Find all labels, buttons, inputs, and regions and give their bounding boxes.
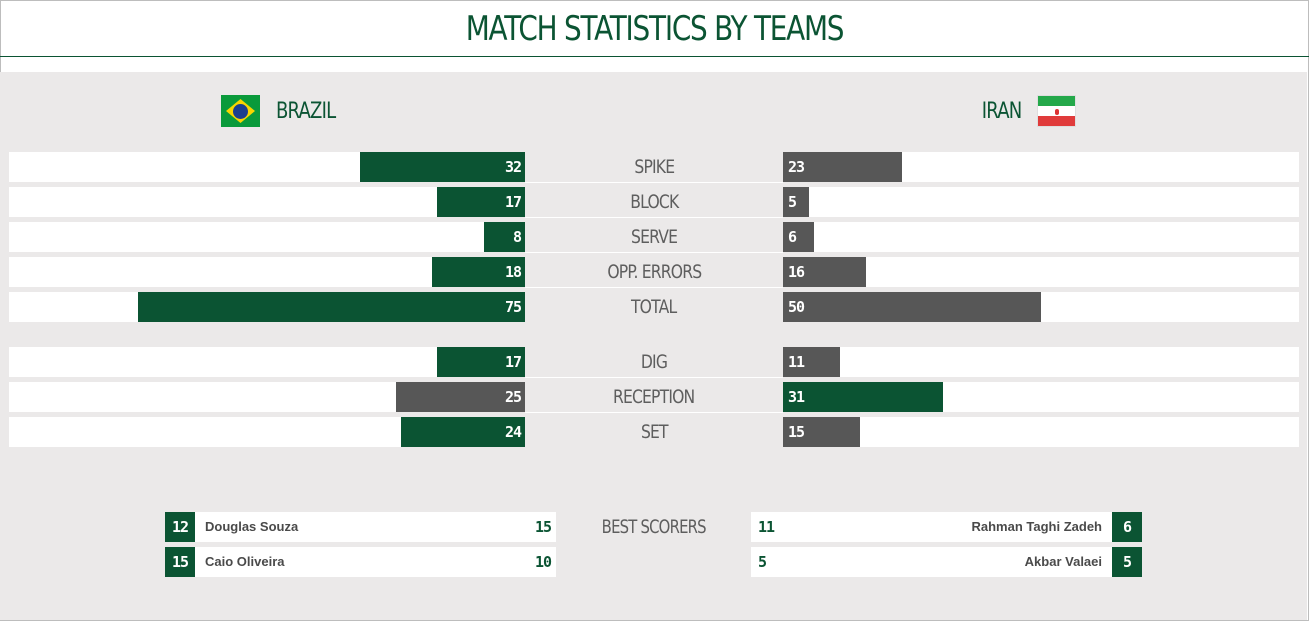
team-name-left: BRAZIL — [276, 98, 336, 124]
stat-label: OPP. ERRORS — [525, 257, 783, 287]
stat-row: 8 SERVE 6 — [0, 222, 1309, 253]
stat-track-left: 75 — [9, 292, 525, 322]
stat-label: RECEPTION — [525, 382, 783, 412]
stat-track-right: 50 — [783, 292, 1299, 322]
jersey-number: 6 — [1112, 512, 1142, 542]
stat-track-left: 32 — [9, 152, 525, 182]
stat-bar-right: 16 — [783, 257, 866, 287]
player-points: 11 — [758, 518, 775, 536]
brazil-flag-icon — [221, 95, 260, 127]
scorer-card — [751, 512, 1112, 542]
player-points: 5 — [758, 553, 767, 571]
scorer-left-1: 12 Douglas Souza 15 — [165, 512, 556, 542]
stat-track-right: 11 — [783, 347, 1299, 377]
stat-row: 18 OPP. ERRORS 16 — [0, 257, 1309, 288]
stat-bar-left: 32 — [360, 152, 525, 182]
stat-bar-right: 11 — [783, 347, 840, 377]
stat-bar-right: 31 — [783, 382, 943, 412]
team-iran: IRAN — [973, 94, 1076, 128]
stat-label-text: BLOCK — [629, 191, 679, 213]
stat-track-right: 23 — [783, 152, 1299, 182]
stat-bar-left: 17 — [437, 347, 525, 377]
stat-row: 24 SET 15 — [0, 417, 1309, 447]
stat-separator — [525, 252, 783, 253]
team-name-right: IRAN — [981, 98, 1022, 124]
stat-bar-left: 18 — [432, 257, 525, 287]
scorer-card — [195, 512, 556, 542]
stat-track-left: 8 — [9, 222, 525, 252]
stat-track-right: 6 — [783, 222, 1299, 252]
stat-label-text: SET — [640, 421, 669, 443]
stat-row: 17 DIG 11 — [0, 347, 1309, 378]
jersey-number: 15 — [165, 547, 195, 577]
stat-label: DIG — [525, 347, 783, 377]
stat-label-text: TOTAL — [631, 296, 677, 318]
stat-label-text: SPIKE — [634, 156, 675, 178]
stat-track-right: 15 — [783, 417, 1299, 447]
scorer-right-1: 11 Rahman Taghi Zadeh 6 — [751, 512, 1142, 542]
jersey-number: 12 — [165, 512, 195, 542]
scorer-left-2: 15 Caio Oliveira 10 — [165, 547, 556, 577]
stat-label: BLOCK — [525, 187, 783, 217]
stat-track-left: 24 — [9, 417, 525, 447]
stat-separator — [525, 377, 783, 378]
stat-separator — [525, 217, 783, 218]
stat-bar-left: 75 — [138, 292, 525, 322]
stat-bar-right: 23 — [783, 152, 902, 182]
stat-track-left: 17 — [9, 347, 525, 377]
stat-bar-left: 17 — [437, 187, 525, 217]
stat-bar-left: 8 — [484, 222, 525, 252]
stat-bar-right: 6 — [783, 222, 814, 252]
scorer-right-2: 5 Akbar Valaei 5 — [751, 547, 1142, 577]
jersey-number: 5 — [1112, 547, 1142, 577]
stat-label-text: SERVE — [630, 226, 678, 248]
stat-label-text: OPP. ERRORS — [607, 261, 702, 283]
stat-label: SERVE — [525, 222, 783, 252]
player-points: 15 — [535, 518, 552, 536]
player-points: 10 — [535, 553, 552, 571]
player-name: Douglas Souza — [205, 519, 299, 534]
stat-row: 17 BLOCK 5 — [0, 187, 1309, 218]
stat-bar-right: 50 — [783, 292, 1041, 322]
stat-label-text: RECEPTION — [613, 386, 695, 408]
stat-separator — [525, 182, 783, 183]
player-name: Akbar Valaei — [1024, 554, 1102, 569]
stat-bar-left: 24 — [401, 417, 525, 447]
stat-bar-right: 5 — [783, 187, 809, 217]
stat-bar-right: 15 — [783, 417, 860, 447]
stat-track-left: 25 — [9, 382, 525, 412]
best-scorers-label: BEST SCORERS — [601, 516, 706, 538]
player-name: Caio Oliveira — [205, 554, 285, 569]
stat-track-right: 31 — [783, 382, 1299, 412]
scorer-card — [751, 547, 1112, 577]
stat-track-right: 16 — [783, 257, 1299, 287]
stat-label: SET — [525, 417, 783, 447]
player-name: Rahman Taghi Zadeh — [971, 519, 1103, 534]
stat-label-text: DIG — [640, 351, 668, 373]
stat-row: 25 RECEPTION 31 — [0, 382, 1309, 413]
stat-separator — [525, 287, 783, 288]
scorer-card — [195, 547, 556, 577]
team-brazil: BRAZIL — [221, 94, 348, 128]
stat-track-left: 17 — [9, 187, 525, 217]
title-divider — [0, 56, 1309, 57]
iran-flag-icon — [1037, 95, 1076, 127]
page-title: MATCH STATISTICS BY TEAMS — [465, 9, 845, 49]
stat-track-left: 18 — [9, 257, 525, 287]
stat-row: 75 TOTAL 50 — [0, 292, 1309, 322]
stat-label: SPIKE — [525, 152, 783, 182]
stat-bar-left: 25 — [396, 382, 525, 412]
stat-row: 32 SPIKE 23 — [0, 152, 1309, 183]
stat-label: TOTAL — [525, 292, 783, 322]
stat-separator — [525, 412, 783, 413]
stat-track-right: 5 — [783, 187, 1299, 217]
